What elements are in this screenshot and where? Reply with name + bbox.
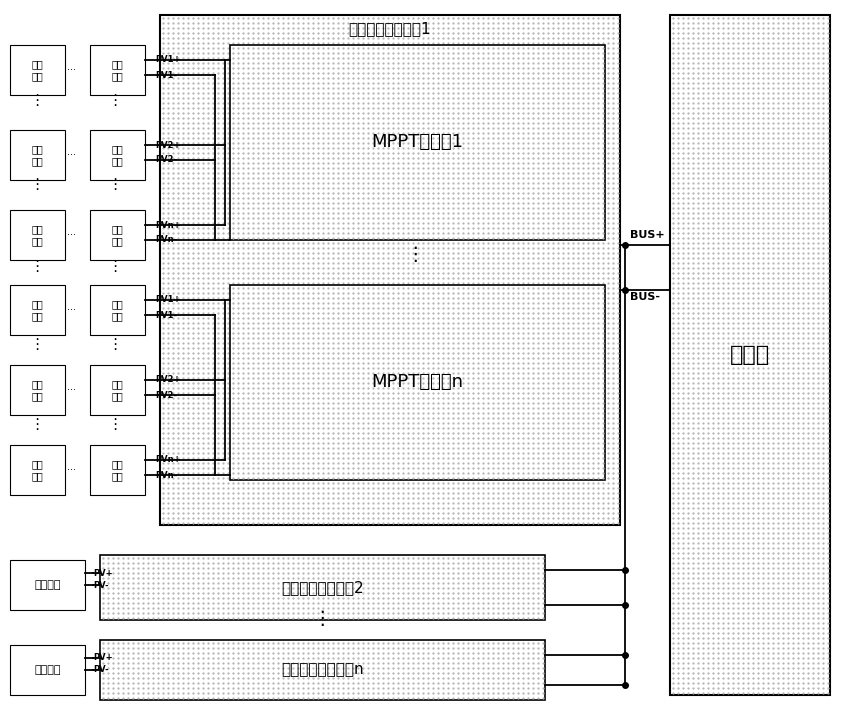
Text: ⋮: ⋮	[30, 418, 45, 432]
Text: 光伏
组件: 光伏 组件	[111, 379, 123, 401]
Text: PV1-: PV1-	[155, 311, 177, 320]
Text: 光伏
组件: 光伏 组件	[32, 144, 43, 166]
Bar	[10, 445, 65, 495]
Text: ⋮: ⋮	[312, 608, 332, 627]
Text: ···: ···	[67, 230, 77, 240]
Text: PVn-: PVn-	[155, 235, 177, 245]
Bar	[160, 15, 620, 525]
Text: 逆变器: 逆变器	[730, 345, 770, 365]
Bar	[230, 285, 605, 480]
Text: PV1+: PV1+	[155, 296, 180, 304]
Text: ⋮: ⋮	[30, 92, 45, 108]
Text: PVn+: PVn+	[155, 455, 180, 464]
Text: PV-: PV-	[93, 581, 109, 589]
Text: 光伏
组件: 光伏 组件	[111, 59, 123, 81]
Bar	[670, 15, 830, 695]
Text: 光伏
组件: 光伏 组件	[32, 299, 43, 320]
Bar	[90, 445, 145, 495]
Text: PV2-: PV2-	[155, 155, 177, 164]
Text: 直流汇流升压单元n: 直流汇流升压单元n	[282, 662, 364, 678]
Text: ⋮: ⋮	[405, 245, 425, 264]
Text: ···: ···	[67, 465, 77, 475]
Text: PVn-: PVn-	[155, 471, 177, 479]
Text: MPPT控制器1: MPPT控制器1	[372, 133, 464, 152]
Text: 光伏
组件: 光伏 组件	[32, 379, 43, 401]
Text: ⋮: ⋮	[107, 337, 122, 352]
Bar	[10, 560, 85, 610]
Text: 光伏
组件: 光伏 组件	[111, 459, 123, 481]
Text: PV1-: PV1-	[155, 70, 177, 79]
Bar	[230, 45, 605, 240]
Text: 光伏
组件: 光伏 组件	[111, 224, 123, 246]
Bar	[90, 45, 145, 95]
Text: ⋮: ⋮	[30, 259, 45, 274]
Text: ⋮: ⋮	[107, 259, 122, 274]
Text: 光伏
组件: 光伏 组件	[111, 144, 123, 166]
Text: ···: ···	[67, 65, 77, 75]
Text: ···: ···	[67, 150, 77, 160]
Text: PV+: PV+	[93, 654, 113, 662]
Bar	[100, 555, 545, 620]
Text: PV2-: PV2-	[155, 391, 177, 399]
Text: ⋮: ⋮	[107, 177, 122, 193]
Text: 光伏
组件: 光伏 组件	[32, 459, 43, 481]
Text: 光伏
组件: 光伏 组件	[111, 299, 123, 320]
Text: PV1+: PV1+	[155, 55, 180, 65]
Text: 直流汇流升压单元2: 直流汇流升压单元2	[282, 580, 364, 595]
Text: 光伏阵列: 光伏阵列	[35, 580, 61, 590]
Bar	[90, 365, 145, 415]
Text: PV+: PV+	[93, 569, 113, 578]
Bar	[100, 640, 545, 700]
Text: PVn+: PVn+	[155, 220, 180, 230]
Text: 光伏
组件: 光伏 组件	[32, 59, 43, 81]
Text: PV2+: PV2+	[155, 140, 180, 150]
Text: BUS+: BUS+	[630, 230, 664, 240]
Text: 光伏
组件: 光伏 组件	[32, 224, 43, 246]
Text: 光伏阵列: 光伏阵列	[35, 665, 61, 675]
Text: MPPT控制器n: MPPT控制器n	[372, 374, 464, 391]
Bar	[90, 285, 145, 335]
Bar	[10, 45, 65, 95]
Bar	[10, 645, 85, 695]
Bar	[10, 365, 65, 415]
Bar	[10, 285, 65, 335]
Text: ⋮: ⋮	[30, 177, 45, 193]
Text: PV2+: PV2+	[155, 376, 180, 384]
Bar	[10, 210, 65, 260]
Text: PV-: PV-	[93, 666, 109, 674]
Text: BUS-: BUS-	[630, 292, 660, 302]
Text: ⋮: ⋮	[107, 418, 122, 432]
Bar	[10, 130, 65, 180]
Text: ⋮: ⋮	[107, 92, 122, 108]
Bar	[90, 130, 145, 180]
Bar	[90, 210, 145, 260]
Text: 直流汇流升压单元1: 直流汇流升压单元1	[349, 21, 432, 36]
Text: ⋮: ⋮	[30, 337, 45, 352]
Text: ···: ···	[67, 385, 77, 395]
Text: ···: ···	[67, 305, 77, 315]
